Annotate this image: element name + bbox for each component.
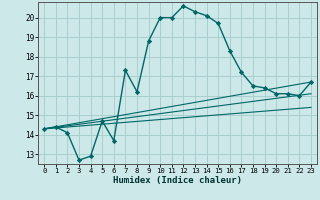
X-axis label: Humidex (Indice chaleur): Humidex (Indice chaleur) xyxy=(113,176,242,185)
